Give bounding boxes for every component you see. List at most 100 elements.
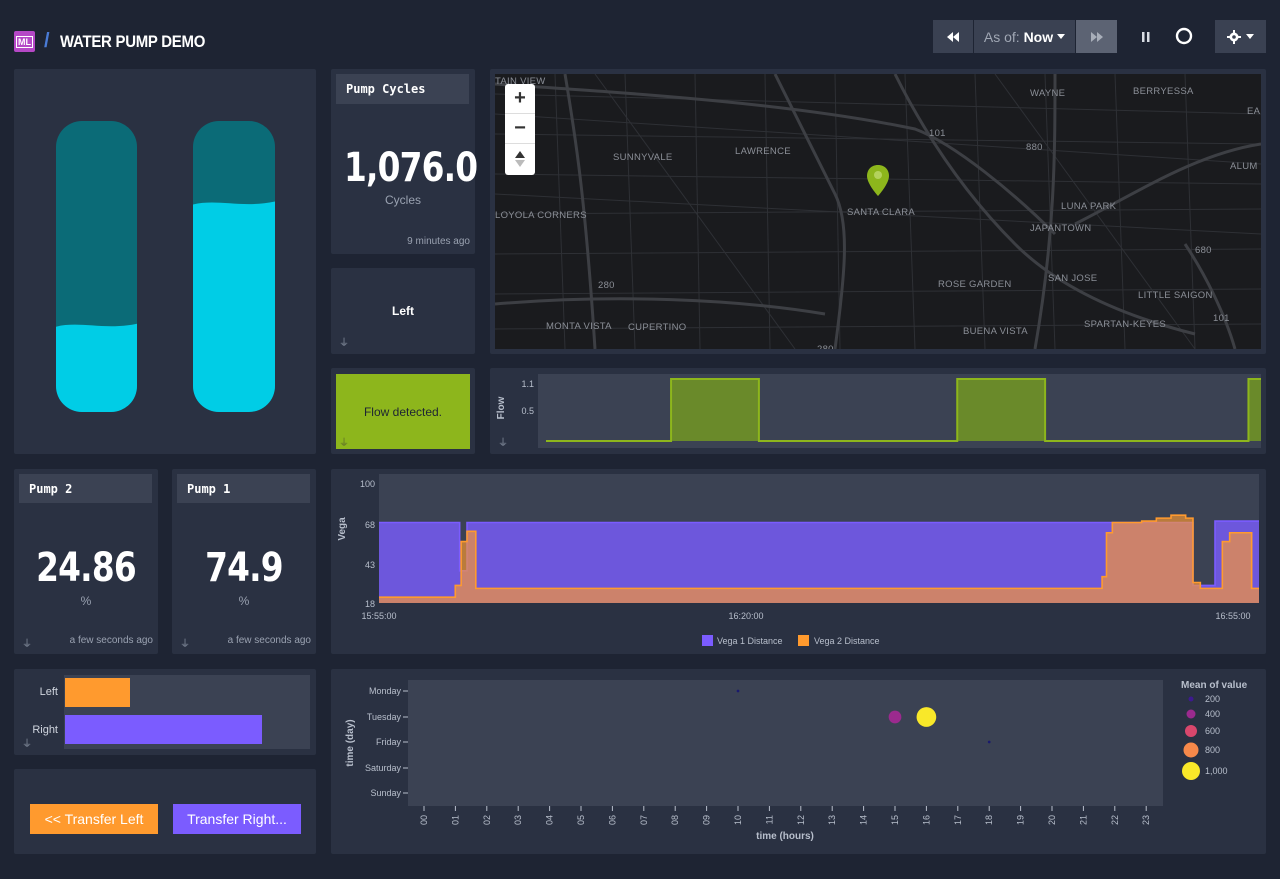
direction-value: Left: [392, 304, 414, 318]
scatter-ylabel: time (day): [345, 719, 356, 766]
vega-chart: Vega 100 68 43 18 15:55:00 16:20:00 16:5…: [337, 474, 1259, 646]
legend-swatch: [1182, 762, 1200, 780]
live-button[interactable]: [1175, 27, 1193, 50]
legend-swatch: [1188, 696, 1194, 702]
direction-tile: Left ⏚: [331, 268, 475, 354]
flow-ylabel: Flow: [496, 396, 507, 419]
svg-text:ROSE GARDEN: ROSE GARDEN: [938, 279, 1012, 290]
last-updated: a few seconds ago: [227, 635, 311, 646]
legend-label: 400: [1205, 709, 1220, 719]
svg-text:SPARTAN-KEYES: SPARTAN-KEYES: [1084, 319, 1166, 330]
transfer-right-button[interactable]: Transfer Right...: [173, 804, 301, 834]
scatter-legend-title: Mean of value: [1181, 680, 1248, 691]
svg-text:880: 880: [1026, 142, 1043, 153]
vega-chart-panel: Vega 100 68 43 18 15:55:00 16:20:00 16:5…: [331, 469, 1266, 654]
legend-swatch: [702, 635, 713, 646]
vega-legend: Vega 1 Distance Vega 2 Distance: [702, 635, 880, 646]
scatter-ytick: Saturday: [365, 763, 402, 773]
rewind-icon: [947, 31, 959, 42]
scatter-xtick: 19: [1016, 815, 1026, 825]
rewind-button[interactable]: [933, 20, 973, 53]
pump1-tile: Pump 1 74.9 % ⏚ a few seconds ago: [172, 469, 316, 654]
compass-button[interactable]: [505, 144, 535, 174]
settings-button[interactable]: [1215, 20, 1266, 53]
pump-cycles-unit: Cycles: [384, 193, 421, 207]
vega-xtick: 16:20:00: [728, 611, 763, 621]
tile-title: Pump 2: [19, 474, 152, 503]
left-tank: [56, 121, 137, 412]
legend-swatch: [1185, 725, 1197, 737]
scatter-xtick: 09: [702, 815, 712, 825]
svg-text:101: 101: [929, 128, 946, 139]
scatter-xtick: 07: [639, 815, 649, 825]
as-of-dropdown[interactable]: As of: Now: [974, 20, 1075, 53]
scatter-xtick: 03: [513, 815, 523, 825]
scatter-xtick: 15: [890, 815, 900, 825]
scatter-xtick: 04: [545, 815, 555, 825]
fast-forward-button[interactable]: [1076, 20, 1117, 53]
flow-line: [546, 378, 1261, 442]
scatter-xtick: 00: [419, 815, 429, 825]
svg-text:LUNA PARK: LUNA PARK: [1061, 201, 1117, 212]
flow-status-tile: Flow detected. ⏚: [331, 368, 475, 454]
page-title: WATER PUMP DEMO: [60, 32, 206, 51]
map-panel[interactable]: TAIN VIEW SUNNYVALE LAWRENCE WAYNE BERRY…: [490, 69, 1266, 354]
transfer-buttons-panel: << Transfer Left Transfer Right...: [14, 769, 316, 854]
left-bar: [65, 678, 130, 707]
scatter-xtick: 13: [827, 815, 837, 825]
svg-text:280: 280: [598, 280, 615, 291]
flow-bar: [957, 379, 1046, 441]
svg-text:TAIN VIEW: TAIN VIEW: [495, 76, 546, 87]
last-updated: a few seconds ago: [69, 635, 153, 646]
svg-text:MONTA VISTA: MONTA VISTA: [546, 321, 612, 332]
caret-down-icon: [1057, 34, 1066, 39]
pause-button[interactable]: [1140, 30, 1152, 48]
map-canvas[interactable]: TAIN VIEW SUNNYVALE LAWRENCE WAYNE BERRY…: [495, 74, 1261, 349]
right-tank: [193, 121, 275, 412]
scatter-xtick: 12: [796, 815, 806, 825]
vega-series-line: [379, 520, 1259, 587]
scatter-xtick: 16: [921, 815, 931, 825]
scatter-ytick: Tuesday: [367, 712, 402, 722]
svg-text:BERRYESSA: BERRYESSA: [1133, 86, 1194, 97]
vega-series-area: [379, 521, 1259, 603]
last-updated: 9 minutes ago: [407, 236, 470, 247]
transfer-left-button[interactable]: << Transfer Left: [30, 804, 158, 834]
vega-series-area: [379, 515, 1259, 603]
legend-label: 600: [1205, 726, 1220, 736]
zoom-in-button[interactable]: +: [505, 84, 535, 114]
vega-ytick: 43: [365, 560, 375, 570]
svg-text:680: 680: [1195, 245, 1212, 256]
pump1-unit: %: [238, 594, 250, 608]
zoom-out-button[interactable]: −: [505, 114, 535, 144]
transfer-bars-panel: Left Right ⏚: [14, 669, 316, 755]
scatter-point: [888, 710, 902, 724]
flow-bar: [1248, 379, 1261, 441]
svg-text:280: 280: [817, 344, 834, 349]
scatter-chart: Monday Tuesday Friday Saturday Sunday 00 01 02…: [345, 680, 1248, 842]
flow-chart-panel: Flow 1.1 0.5 ⏚: [490, 368, 1266, 454]
vega-ylabel: Vega: [337, 517, 348, 541]
scatter-xlabel: time (hours): [756, 831, 814, 842]
scatter-xtick: 21: [1078, 815, 1088, 825]
pause-icon: [1142, 32, 1150, 42]
svg-text:SAN JOSE: SAN JOSE: [1048, 273, 1097, 284]
as-of-value: Now: [1023, 28, 1054, 45]
fast-forward-icon: [1090, 31, 1103, 42]
plug-icon: ⏚: [339, 438, 349, 449]
legend-swatch: [1183, 742, 1199, 758]
zoom-controls: + −: [505, 84, 535, 175]
plug-icon: ⏚: [180, 639, 190, 650]
svg-text:LOYOLA CORNERS: LOYOLA CORNERS: [495, 210, 587, 221]
logo-text: ML: [16, 35, 33, 48]
vega-ytick: 68: [365, 520, 375, 530]
legend-swatch: [1186, 709, 1196, 719]
gear-icon: [1227, 29, 1241, 44]
map-pin-icon[interactable]: [867, 165, 889, 196]
scatter-point: [736, 689, 740, 693]
scatter-point: [987, 740, 991, 744]
legend-label: 1,000: [1205, 766, 1228, 776]
scatter-xtick: 08: [670, 815, 680, 825]
tanks-panel: [14, 69, 316, 454]
flow-chart: Flow 1.1 0.5: [496, 374, 1261, 448]
